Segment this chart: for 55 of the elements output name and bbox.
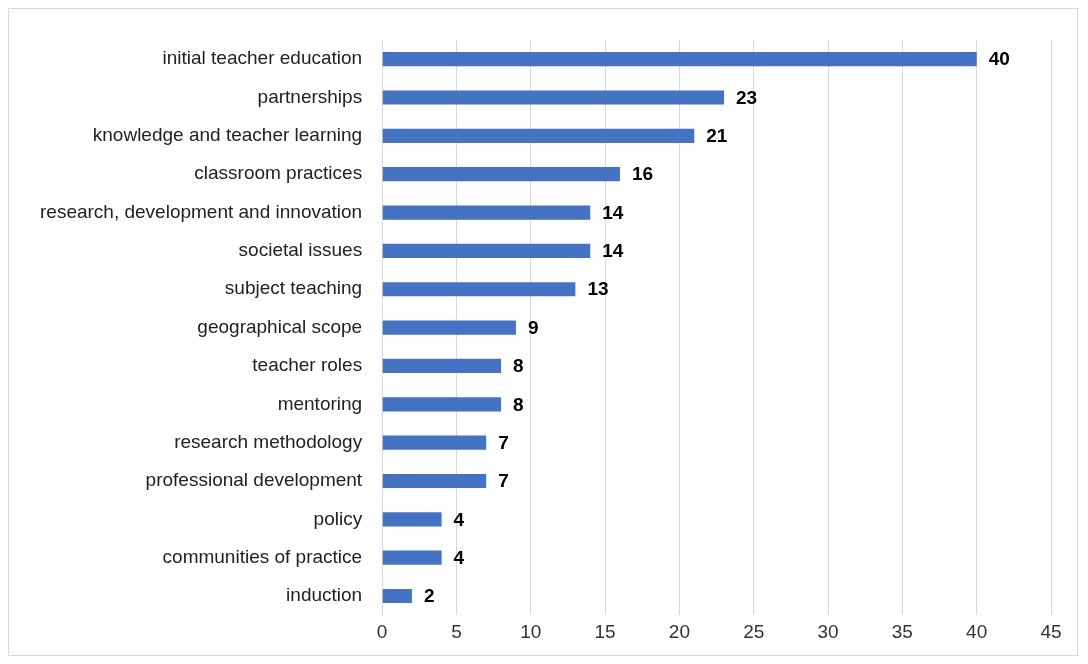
data-label: 14 <box>602 240 624 262</box>
data-label: 4 <box>453 546 465 568</box>
data-label: 2 <box>423 585 435 607</box>
bar <box>382 588 412 604</box>
y-tick-label: teacher roles <box>252 354 363 376</box>
x-tick-label: 45 <box>1040 620 1062 642</box>
x-tick-label: 30 <box>817 620 839 642</box>
x-tick-label: 25 <box>743 620 765 642</box>
bar <box>382 358 502 374</box>
x-tick-label: 15 <box>594 620 616 642</box>
bar <box>382 52 977 67</box>
y-tick-label: communities of practice <box>162 545 363 567</box>
bar <box>382 473 487 489</box>
data-label: 23 <box>736 86 758 108</box>
data-label: 8 <box>513 355 524 377</box>
data-label: 7 <box>498 431 509 453</box>
y-tick-label: research, development and innovation <box>40 200 363 222</box>
y-tick-label: societal issues <box>238 239 363 261</box>
y-tick-label: partnerships <box>257 85 363 107</box>
bar <box>382 512 442 527</box>
data-label: 9 <box>527 316 539 338</box>
bar <box>382 397 502 412</box>
bar <box>382 282 576 297</box>
data-label: 13 <box>587 278 609 300</box>
y-tick-label: subject teaching <box>224 277 363 299</box>
data-label: 8 <box>513 393 524 415</box>
bar <box>382 320 516 335</box>
bar <box>382 205 591 220</box>
data-label: 7 <box>498 470 509 492</box>
y-tick-label: professional development <box>145 469 363 491</box>
x-tick-label: 0 <box>376 620 388 642</box>
x-tick-label: 40 <box>966 620 988 642</box>
y-tick-label: induction <box>286 584 363 606</box>
y-tick-label: classroom practices <box>194 162 363 184</box>
bar <box>382 167 620 182</box>
y-tick-label: mentoring <box>277 392 363 414</box>
bar <box>382 128 695 143</box>
y-tick-label: initial teacher education <box>162 47 363 69</box>
data-label: 21 <box>706 125 728 147</box>
bar <box>382 243 591 258</box>
y-tick-label: knowledge and teacher learning <box>92 124 363 146</box>
x-tick-label: 5 <box>451 620 462 642</box>
x-tick-label: 35 <box>891 620 913 642</box>
data-label: 14 <box>602 201 624 223</box>
bar <box>382 90 725 105</box>
bar <box>382 550 442 565</box>
y-tick-label: research methodology <box>174 430 363 452</box>
data-label: 16 <box>631 163 654 185</box>
data-label: 40 <box>988 48 1010 70</box>
x-tick-label: 20 <box>668 620 690 642</box>
bar <box>382 435 487 450</box>
x-tick-label: 10 <box>520 620 542 642</box>
y-tick-label: policy <box>313 507 363 529</box>
data-label: 4 <box>453 508 465 530</box>
y-tick-label: geographical scope <box>197 315 363 337</box>
